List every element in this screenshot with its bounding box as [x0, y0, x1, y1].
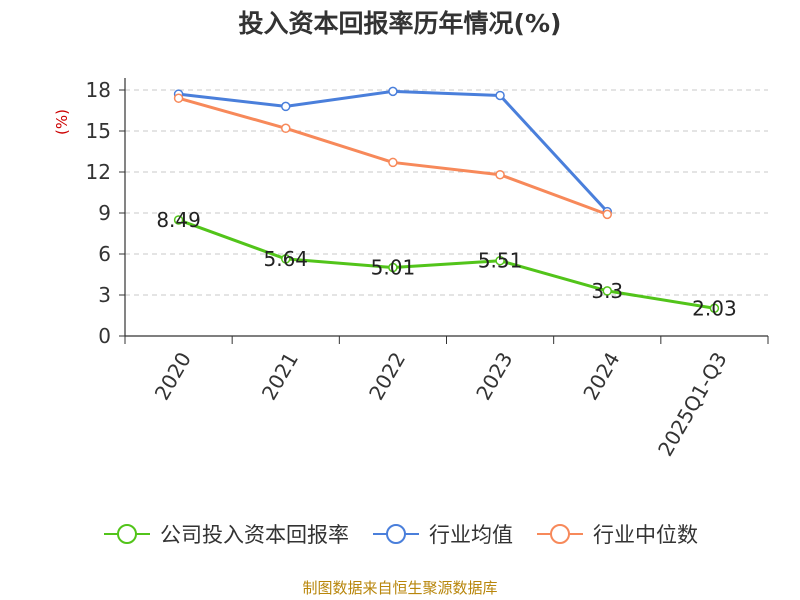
legend-label: 行业均值 — [429, 523, 513, 547]
y-tick-label: 15 — [86, 119, 111, 143]
series-line — [178, 96, 608, 216]
legend: 公司投入资本回报率 行业均值 行业中位数 — [0, 519, 800, 549]
x-tick-label: 2020 — [150, 348, 196, 404]
y-tick-label: 0 — [98, 324, 111, 348]
data-point — [495, 169, 505, 180]
x-tick-label: 2022 — [364, 348, 410, 404]
data-point — [602, 286, 612, 296]
data-point — [602, 209, 612, 220]
data-label: 5.64 — [263, 247, 308, 271]
data-label: 3.3 — [591, 279, 623, 303]
data-point — [388, 262, 398, 273]
data-point — [495, 90, 505, 101]
series-line — [178, 89, 609, 213]
legend-line-marker-icon — [104, 524, 150, 544]
data-label: 8.49 — [156, 208, 201, 232]
data-point — [388, 157, 398, 168]
x-tick-label: 2023 — [471, 348, 517, 404]
y-tick-label: 3 — [98, 283, 111, 307]
data-point — [173, 215, 184, 225]
data-point — [388, 86, 398, 97]
data-label: 5.01 — [371, 256, 416, 280]
x-tick-label: 2021 — [257, 348, 303, 404]
legend-item: 行业均值 — [371, 519, 513, 549]
data-point — [709, 303, 720, 314]
data-point — [281, 254, 291, 264]
legend-label: 公司投入资本回报率 — [160, 523, 349, 547]
legend-line-marker-icon — [373, 524, 419, 544]
y-tick-label: 18 — [86, 78, 111, 102]
x-tick-label: 2024 — [578, 348, 624, 404]
legend-line-marker-icon — [537, 524, 583, 544]
legend-item: 公司投入资本回报率 — [102, 519, 349, 549]
source-note: 制图数据来自恒生聚源数据库 — [302, 579, 498, 597]
data-point — [495, 255, 505, 266]
data-point — [281, 123, 291, 134]
y-tick-label: 6 — [98, 242, 111, 266]
data-label: 5.51 — [478, 249, 523, 273]
y-tick-label: 12 — [86, 160, 111, 184]
data-label: 2.03 — [692, 296, 737, 320]
series-line — [178, 218, 715, 310]
x-tick-label: 2025Q1-Q3 — [653, 348, 732, 460]
legend-label: 行业中位数 — [593, 523, 698, 547]
chart-title: 投入资本回报率历年情况(%) — [238, 9, 562, 38]
y-tick-label: 9 — [98, 201, 111, 225]
legend-item: 行业中位数 — [535, 519, 698, 549]
data-point — [173, 93, 184, 103]
data-point — [281, 101, 291, 112]
